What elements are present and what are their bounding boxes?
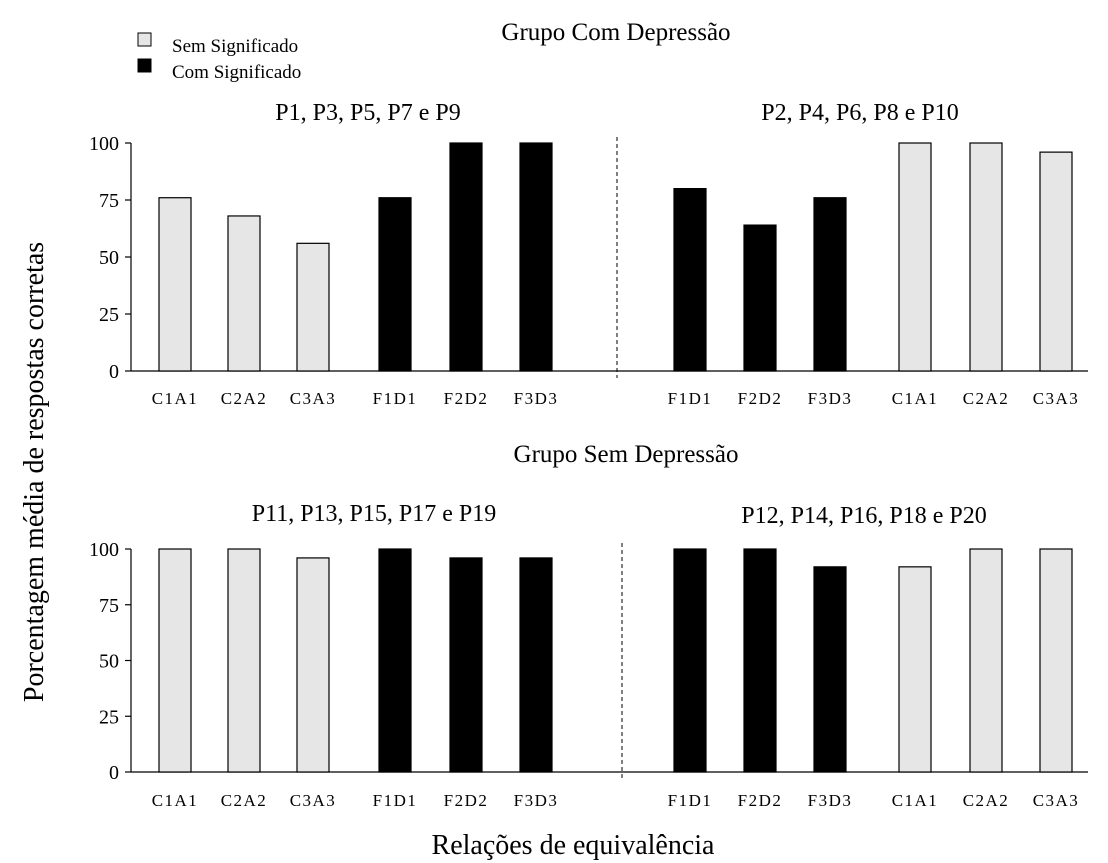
bar-c2a2 bbox=[227, 548, 261, 773]
x-tick-label: F1D1 bbox=[373, 791, 418, 810]
bar-f1d1 bbox=[673, 548, 707, 773]
legend-swatch-com-significado bbox=[137, 58, 152, 73]
bar-c3a3 bbox=[296, 242, 330, 372]
bar-f1d1 bbox=[378, 548, 412, 773]
bar-c3a3 bbox=[296, 557, 330, 773]
bar-f3d3 bbox=[813, 197, 847, 372]
panel-title-top-right: P2, P4, P6, P8 e P10 bbox=[761, 100, 958, 126]
x-tick-label: C3A3 bbox=[1033, 791, 1080, 810]
y-tick-label: 75 bbox=[99, 190, 119, 212]
bar-f2d2 bbox=[449, 142, 483, 372]
x-tick-label: C1A1 bbox=[892, 389, 939, 408]
x-tick-label: F3D3 bbox=[808, 791, 853, 810]
bar-c2a2 bbox=[227, 215, 261, 372]
bar-f3d3 bbox=[813, 566, 847, 773]
legend: Sem Significado Com Significado bbox=[137, 32, 301, 83]
plot-top: 0 25 50 75 100 C1A1 C2A2 C3A3 F1D1 F2D2 F3D3 F1D1 F2… bbox=[89, 133, 1088, 408]
x-tick-label: F2D2 bbox=[444, 389, 489, 408]
panel-title-bottom-right: P12, P14, P16, P18 e P20 bbox=[741, 503, 986, 529]
x-tick-label: C3A3 bbox=[290, 791, 337, 810]
bar-f3d3 bbox=[519, 557, 553, 773]
bar-c1a1 bbox=[158, 197, 192, 372]
x-tick-label: F3D3 bbox=[514, 791, 559, 810]
x-tick-label: F2D2 bbox=[444, 791, 489, 810]
y-tick-label: 75 bbox=[99, 595, 119, 617]
x-tick-label: C2A2 bbox=[963, 389, 1010, 408]
bar-c3a3 bbox=[1039, 151, 1073, 372]
x-tick-label: F1D1 bbox=[668, 791, 713, 810]
bar-c1a1 bbox=[158, 548, 192, 773]
y-tick-label: 50 bbox=[99, 651, 119, 673]
x-tick-label: C1A1 bbox=[892, 791, 939, 810]
x-tick-label: F2D2 bbox=[738, 389, 783, 408]
bar-f2d2 bbox=[449, 557, 483, 773]
group-title-sem-depressao: Grupo Sem Depressão bbox=[514, 441, 739, 468]
plot-bottom: 0 25 50 75 100 C1A1 C2A2 C3A3 F1D1 F2D2 F3D3 F1D1 F2… bbox=[89, 539, 1088, 810]
y-tick-label: 0 bbox=[109, 361, 119, 383]
y-tick-label: 0 bbox=[109, 762, 119, 784]
x-tick-label: F3D3 bbox=[514, 389, 559, 408]
y-tick-label: 25 bbox=[99, 304, 119, 326]
y-axis-label: Porcentagem média de respostas corretas bbox=[19, 242, 50, 702]
x-tick-label: C1A1 bbox=[152, 791, 199, 810]
x-tick-label: C2A2 bbox=[221, 791, 268, 810]
bar-c1a1 bbox=[898, 142, 932, 372]
y-tick-label: 100 bbox=[89, 539, 119, 561]
y-tick-label: 100 bbox=[89, 133, 119, 155]
x-tick-label: F2D2 bbox=[738, 791, 783, 810]
x-tick-label: C3A3 bbox=[290, 389, 337, 408]
bar-c2a2 bbox=[969, 142, 1003, 372]
legend-label-com-significado: Com Significado bbox=[172, 62, 301, 83]
bar-c2a2 bbox=[969, 548, 1003, 773]
x-tick-label: C1A1 bbox=[152, 389, 199, 408]
bar-f3d3 bbox=[519, 142, 553, 372]
x-tick-label: F1D1 bbox=[373, 389, 418, 408]
y-tick-label: 25 bbox=[99, 706, 119, 728]
y-tick-label: 50 bbox=[99, 247, 119, 269]
panel-title-bottom-left: P11, P13, P15, P17 e P19 bbox=[252, 501, 497, 527]
x-axis-label: Relações de equivalência bbox=[432, 830, 716, 861]
bar-c3a3 bbox=[1039, 548, 1073, 773]
x-tick-label: C2A2 bbox=[963, 791, 1010, 810]
x-tick-label: F1D1 bbox=[668, 389, 713, 408]
bar-f2d2 bbox=[743, 548, 777, 773]
bar-f2d2 bbox=[743, 224, 777, 372]
legend-swatch-sem-significado bbox=[137, 32, 152, 47]
panel-title-top-left: P1, P3, P5, P7 e P9 bbox=[275, 100, 460, 126]
x-tick-label: C3A3 bbox=[1033, 389, 1080, 408]
bar-f1d1 bbox=[378, 197, 412, 372]
bar-f1d1 bbox=[673, 188, 707, 372]
group-title-com-depressao: Grupo Com Depressão bbox=[501, 19, 730, 46]
x-tick-label: F3D3 bbox=[808, 389, 853, 408]
legend-label-sem-significado: Sem Significado bbox=[172, 36, 298, 57]
bar-c1a1 bbox=[898, 566, 932, 773]
x-tick-label: C2A2 bbox=[221, 389, 268, 408]
